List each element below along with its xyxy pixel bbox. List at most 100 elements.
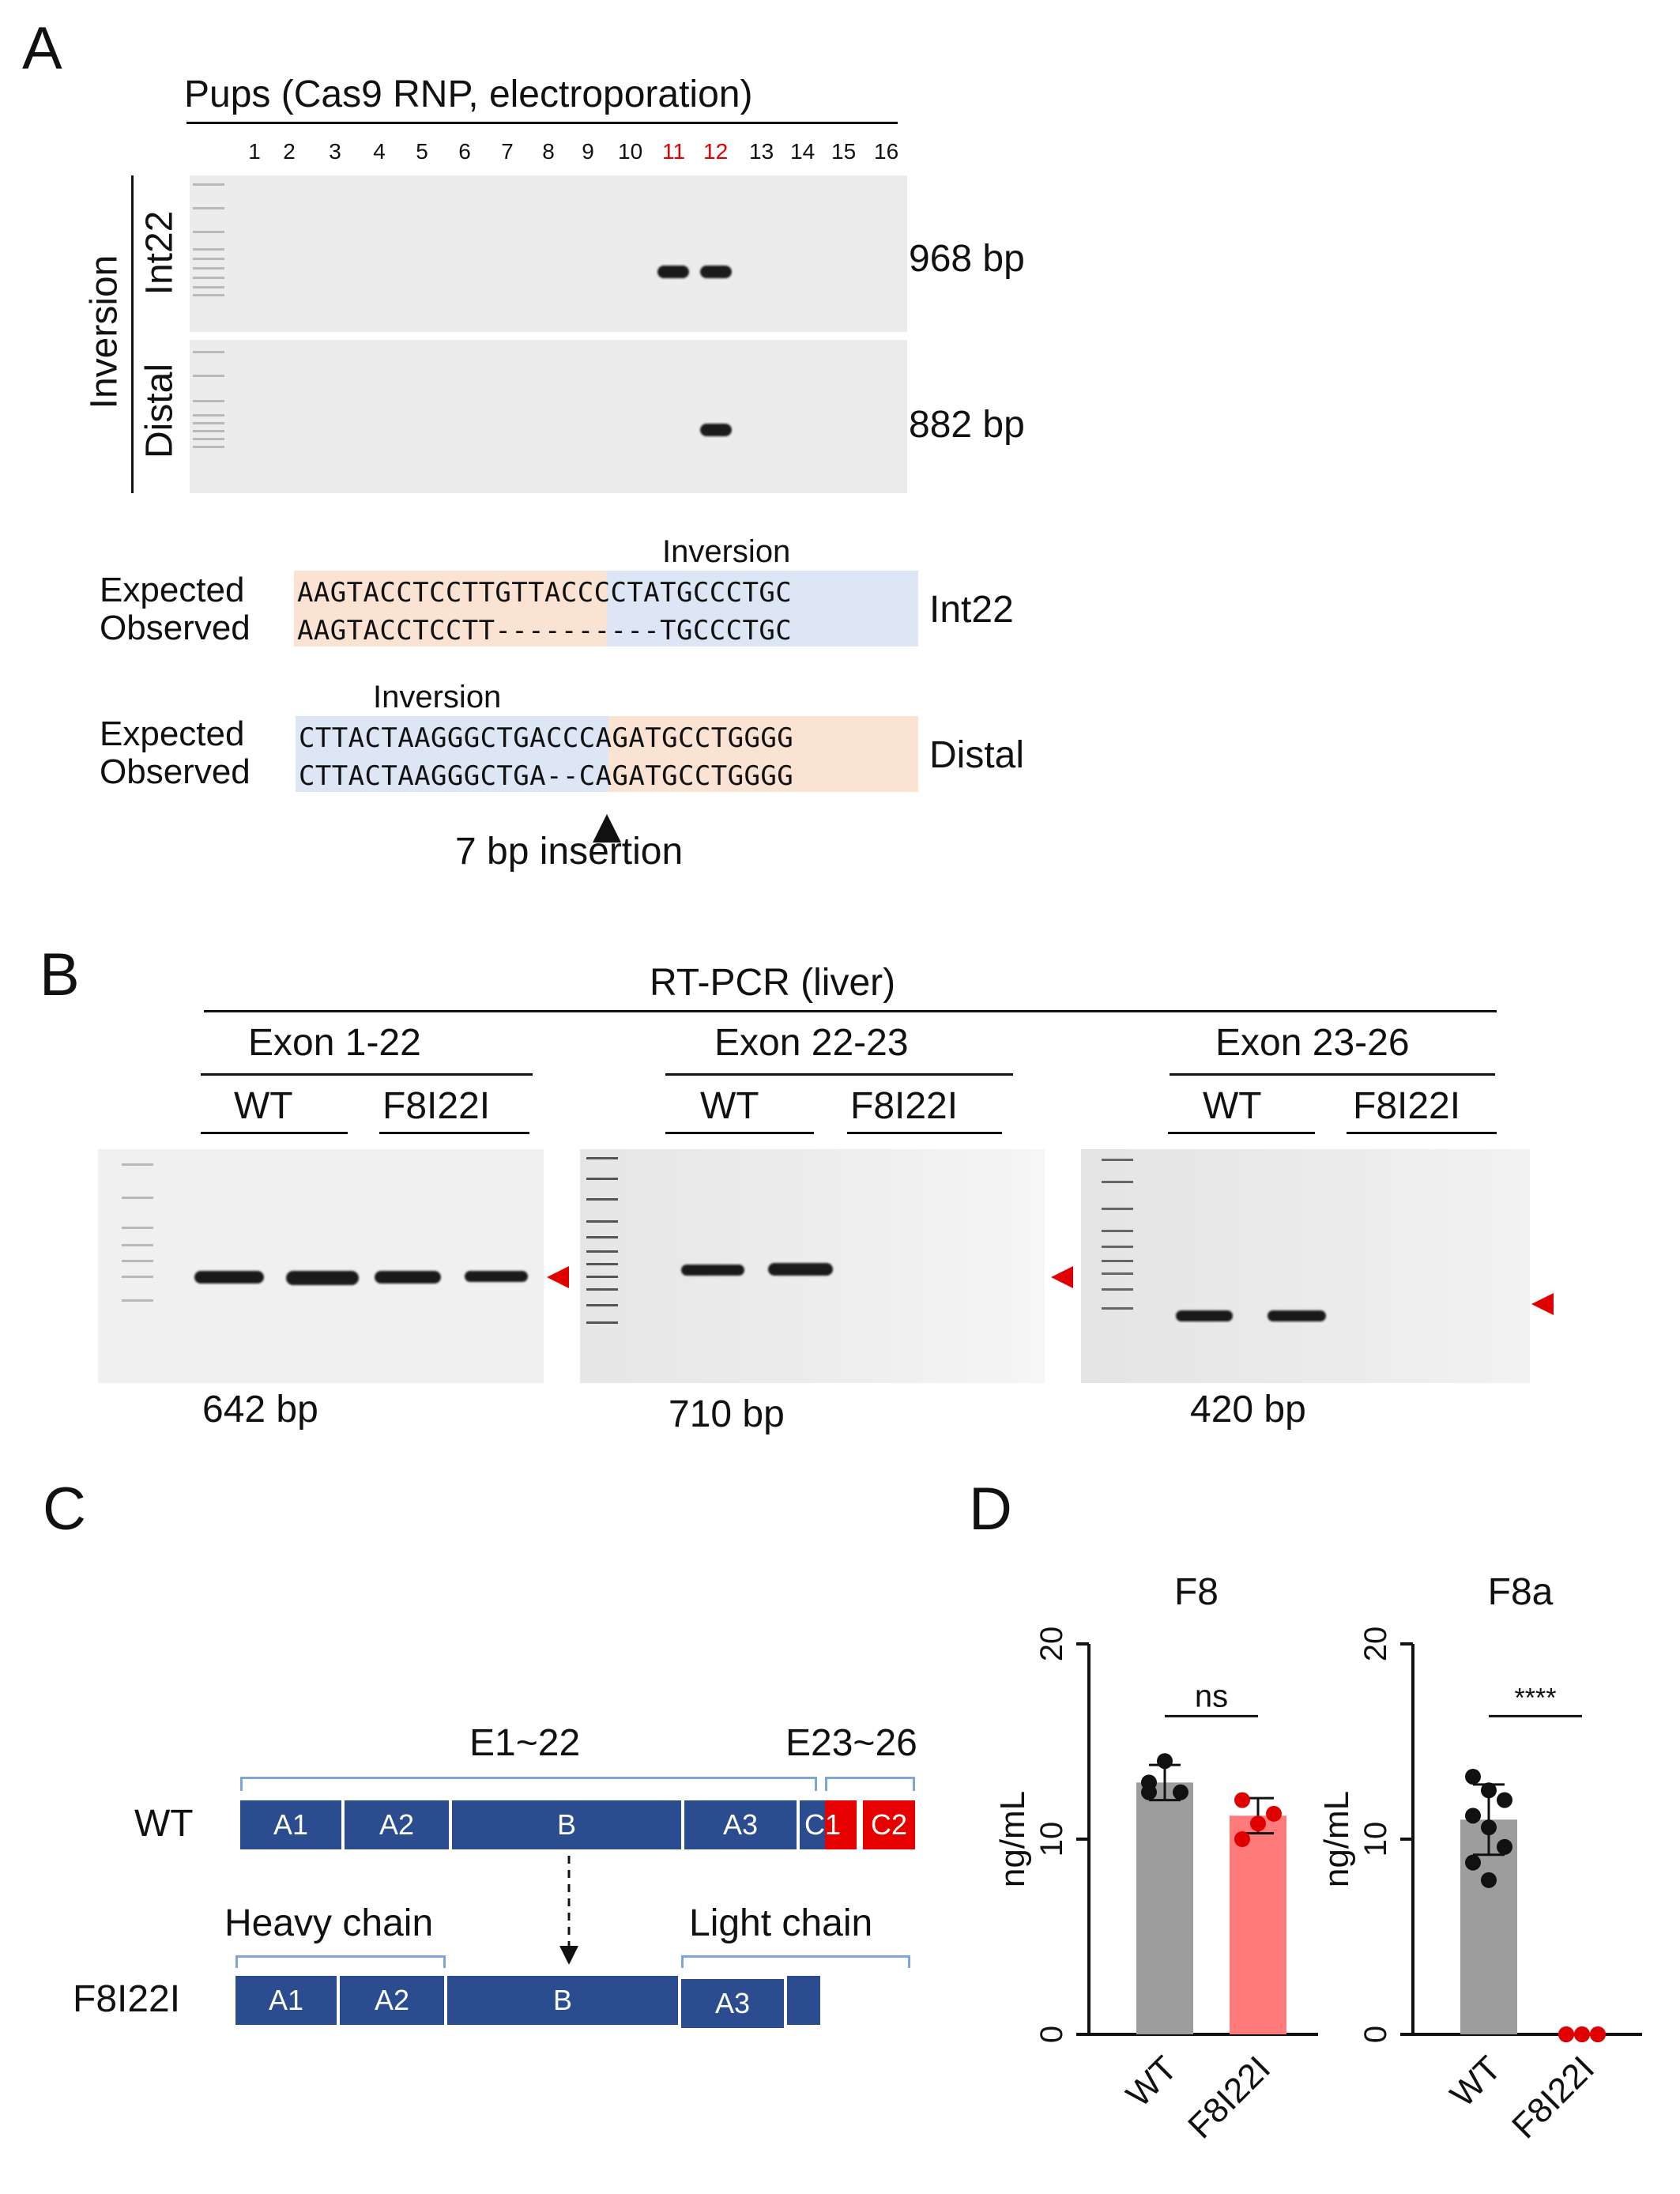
distal-label: Distal <box>138 363 181 459</box>
mut-domain-truncated <box>787 1976 820 2025</box>
lane-number-10: 10 <box>618 139 643 164</box>
bar-wt <box>1136 1782 1193 2034</box>
panel-b-title-underline <box>204 1010 1497 1012</box>
e23-26-bracket-r <box>913 1777 915 1791</box>
seq-distal-expected: CTTACTAAGGGCTGACCCAGATGCCTGGGG <box>299 722 794 754</box>
domain-c1-left: C <box>800 1800 825 1849</box>
seq-int22-observed: AAGTACCTCCTT----------TGCCCTGC <box>297 615 793 647</box>
inversion-label: Inversion <box>83 254 126 409</box>
domain-b: B <box>452 1800 681 1849</box>
data-point <box>1157 1753 1173 1770</box>
group1-mut-underline <box>379 1132 529 1134</box>
x-tick-label: WT <box>1119 2049 1185 2114</box>
arrowhead-icon <box>547 1266 569 1288</box>
gel-distal <box>190 340 907 493</box>
data-point <box>1481 1819 1497 1836</box>
band <box>1176 1310 1233 1321</box>
lane-number-15: 15 <box>831 139 857 164</box>
e23-26-label: E23~26 <box>785 1722 917 1764</box>
e23-26-bracket-l <box>825 1777 827 1791</box>
group1-wt-underline <box>201 1132 348 1134</box>
gel-exon-22-23 <box>580 1149 1045 1383</box>
data-point <box>1497 1838 1512 1855</box>
seq-int22-blue <box>607 571 918 647</box>
ladder <box>193 175 224 332</box>
data-point <box>1590 2026 1606 2042</box>
group3-size: 420 bp <box>1190 1389 1306 1431</box>
arrowhead-icon <box>1051 1266 1073 1288</box>
group3-mut: F8I22I <box>1353 1085 1461 1127</box>
mut-domain-b: B <box>447 1976 678 2025</box>
domain-a2: A2 <box>345 1800 449 1849</box>
lane-number-5: 5 <box>416 139 428 164</box>
lane-number-4: 4 <box>373 139 386 164</box>
band <box>465 1271 528 1282</box>
heavy-bracket <box>235 1955 446 1958</box>
lane-number-2: 2 <box>283 139 296 164</box>
group2-mut-underline <box>847 1132 1002 1134</box>
domain-a3: A3 <box>684 1800 797 1849</box>
seq-distal-orange <box>608 716 918 792</box>
seq-int22-expected: AAGTACCTCCTTGTTACCCCTATGCCCTGC <box>297 577 793 609</box>
distal-size: 882 bp <box>909 404 1025 446</box>
seq-distal-observed: CTTACTAAGGGCTGA--CAGATGCCTGGGG <box>299 760 794 792</box>
panel-label-a: A <box>22 15 62 82</box>
significance-label: ns <box>1195 1679 1228 1713</box>
y-tick-label: 10 <box>1034 1822 1069 1857</box>
data-point <box>1558 2026 1574 2042</box>
group2-underline <box>665 1073 1013 1076</box>
y-axis-label: ng/mL <box>993 1791 1032 1887</box>
group1-size: 642 bp <box>202 1389 318 1431</box>
lane-number-3: 3 <box>329 139 341 164</box>
panel-label-c: C <box>43 1476 86 1543</box>
data-point <box>1497 1792 1512 1808</box>
group1-name: Exon 1-22 <box>248 1022 421 1064</box>
heavy-chain-label: Heavy chain <box>224 1902 434 1944</box>
group1-mut: F8I22I <box>382 1085 491 1127</box>
e23-26-bracket <box>825 1777 915 1779</box>
chart-title: F8 <box>1174 1571 1219 1613</box>
data-point <box>1481 1872 1497 1888</box>
band <box>194 1271 264 1284</box>
ladder <box>193 340 224 493</box>
data-point <box>1266 1805 1282 1822</box>
group1-wt: WT <box>234 1085 293 1127</box>
group2-name: Exon 22-23 <box>714 1022 909 1064</box>
insertion-arrow-icon <box>593 814 621 843</box>
band <box>768 1263 833 1276</box>
arrowhead-icon <box>1531 1293 1554 1315</box>
seq-int22-observed-label: Observed <box>100 609 250 647</box>
light-chain-label: Light chain <box>689 1902 873 1944</box>
data-point <box>1481 1782 1497 1799</box>
y-tick-label: 0 <box>1034 2026 1069 2043</box>
group3-underline <box>1170 1073 1495 1076</box>
heavy-bracket-r <box>443 1955 446 1968</box>
ladder <box>122 1149 153 1383</box>
group2-mut: F8I22I <box>850 1085 959 1127</box>
lane-number-11: 11 <box>662 139 686 164</box>
group2-wt: WT <box>700 1085 759 1127</box>
int22-label: Int22 <box>138 210 181 296</box>
group2-size: 710 bp <box>669 1393 785 1435</box>
e1-22-bracket-r <box>815 1777 817 1791</box>
data-point <box>1234 1792 1250 1808</box>
panel-a-title: Pups (Cas9 RNP, electroporation) <box>184 74 753 115</box>
lane-number-9: 9 <box>582 139 594 164</box>
light-bracket-r <box>908 1955 910 1968</box>
data-point <box>1465 1854 1481 1871</box>
panel-label-b: B <box>40 941 80 1008</box>
mut-label: F8I22I <box>73 1978 181 2020</box>
group3-name: Exon 23-26 <box>1215 1022 1410 1064</box>
band <box>286 1271 359 1285</box>
seq-int22-orange <box>294 571 607 647</box>
group3-wt-underline <box>1168 1132 1315 1134</box>
seq-distal-blue <box>296 716 608 792</box>
light-bracket-l <box>681 1955 684 1968</box>
domain-a1: A1 <box>240 1800 341 1849</box>
data-point <box>1250 1815 1266 1832</box>
gel-exon-23-26 <box>1081 1149 1530 1383</box>
group3-mut-underline <box>1347 1132 1497 1134</box>
gel-int22 <box>190 175 907 332</box>
e1-22-bracket <box>240 1777 817 1779</box>
data-point <box>1234 1831 1250 1847</box>
